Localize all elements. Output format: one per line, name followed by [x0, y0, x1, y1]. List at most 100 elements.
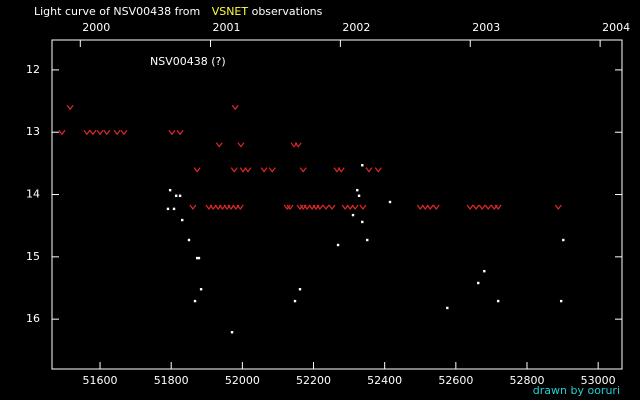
upper-limit	[328, 204, 336, 210]
upper-limit	[337, 167, 345, 173]
upper-limit	[494, 204, 502, 210]
title-part: VSNET	[212, 5, 249, 18]
upper-limit	[215, 142, 223, 148]
upper-limit	[236, 204, 244, 210]
upper-limit	[365, 167, 373, 173]
x-tick-label: 51800	[154, 374, 189, 387]
upper-limit	[189, 204, 197, 210]
observation	[174, 194, 178, 197]
upper-limit	[268, 167, 276, 173]
upper-limit	[484, 204, 492, 210]
upper-limit	[66, 104, 74, 111]
footer: drawn by ooruri	[533, 384, 620, 397]
x-tick-label: 52000	[225, 374, 260, 387]
upper-limit	[230, 167, 238, 173]
x-tick-label: 52800	[510, 374, 545, 387]
x2-tick-label: 2001	[213, 21, 241, 34]
x2-tick-label: 2004	[602, 21, 630, 34]
observation	[559, 299, 563, 303]
upper-limit	[426, 204, 434, 210]
upper-limit	[244, 167, 252, 173]
observation	[168, 188, 172, 192]
title-part: Light curve of NSV00438 from	[34, 5, 200, 18]
x2-tick-label: 2003	[472, 21, 500, 34]
upper-limit	[193, 167, 201, 173]
upper-limit	[260, 167, 268, 173]
upper-limit	[294, 142, 302, 148]
chart-title: Light curve of NSV00438 from VSNET obser…	[34, 5, 323, 18]
upper-limit	[283, 204, 291, 210]
x-tick-label: 53000	[581, 374, 616, 387]
upper-limit	[176, 129, 184, 136]
upper-limit	[286, 204, 294, 210]
observation	[483, 269, 486, 273]
upper-limit	[374, 167, 382, 173]
upper-limit	[120, 129, 128, 136]
observation	[357, 194, 361, 197]
observation	[496, 299, 500, 303]
upper-limit	[113, 129, 121, 136]
observation	[178, 194, 182, 197]
y-tick-label: 16	[26, 312, 40, 325]
upper-limit	[209, 204, 217, 210]
observation	[477, 281, 480, 285]
upper-limit	[239, 167, 247, 173]
upper-limit	[421, 204, 429, 210]
observation	[336, 243, 340, 247]
upper-limit	[351, 204, 359, 210]
observation	[199, 288, 203, 291]
upper-limit	[103, 129, 111, 136]
upper-limit	[416, 204, 424, 210]
observation	[356, 188, 359, 192]
observation	[172, 207, 176, 211]
upper-limit	[466, 204, 474, 210]
observation	[366, 238, 369, 242]
y-tick-label: 15	[26, 250, 40, 263]
observation	[230, 331, 234, 334]
upper-limit	[89, 129, 97, 136]
upper-limit	[432, 204, 440, 210]
plot-frame	[51, 39, 623, 370]
upper-limit	[299, 167, 307, 173]
upper-limit	[227, 204, 235, 210]
y-tick-label: 12	[26, 63, 40, 76]
x-tick-label: 51600	[83, 374, 118, 387]
upper-limit	[322, 204, 330, 210]
observation	[361, 220, 364, 224]
upper-limit	[303, 204, 311, 210]
observation	[193, 299, 197, 303]
upper-limit	[231, 104, 239, 111]
upper-limit	[316, 204, 324, 210]
x-tick-label: 52600	[438, 374, 473, 387]
observation	[351, 213, 355, 217]
observation	[562, 238, 565, 242]
upper-limit	[237, 142, 245, 148]
observation	[166, 207, 170, 211]
upper-limit	[478, 204, 486, 210]
x-tick-label: 52400	[367, 374, 402, 387]
y-tick-label: 14	[26, 188, 40, 201]
upper-limit	[96, 129, 104, 136]
x-tick-label: 52200	[296, 374, 331, 387]
upper-limit	[346, 204, 354, 210]
observation	[187, 238, 191, 242]
x2-tick-label: 2000	[82, 21, 110, 34]
upper-limit	[168, 129, 176, 136]
observation	[293, 299, 297, 303]
x2-tick-label: 2002	[342, 21, 370, 34]
upper-limit	[296, 204, 304, 210]
observation	[388, 200, 392, 204]
upper-limit	[341, 204, 349, 210]
observation	[195, 256, 199, 260]
upper-limit	[58, 129, 66, 136]
y-tick-label: 13	[26, 125, 40, 138]
observation	[361, 164, 364, 167]
title-part: observations	[252, 5, 323, 18]
upper-limit	[359, 204, 367, 210]
upper-limit	[554, 204, 562, 210]
observation	[197, 256, 201, 260]
upper-limit	[472, 204, 480, 210]
observation	[298, 288, 302, 291]
